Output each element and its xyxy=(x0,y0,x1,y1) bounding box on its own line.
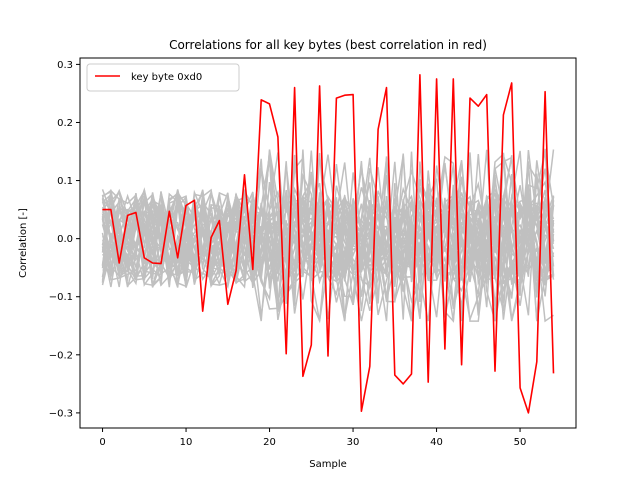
y-tick-label: 0.2 xyxy=(57,118,73,129)
legend-label: key byte 0xd0 xyxy=(131,72,202,83)
x-tick-label: 40 xyxy=(430,437,443,448)
series-line-key-byte xyxy=(102,74,555,414)
background-series-line xyxy=(101,155,555,296)
background-series-line xyxy=(101,152,555,291)
y-tick-label: −0.2 xyxy=(49,350,73,361)
x-tick-label: 20 xyxy=(263,437,276,448)
background-series-line xyxy=(101,165,555,322)
chart-title: Correlations for all key bytes (best cor… xyxy=(169,38,487,52)
y-tick-label: 0.1 xyxy=(57,176,73,187)
background-series-line xyxy=(101,152,555,297)
x-axis-label: Sample xyxy=(309,459,347,470)
y-axis-label: Correlation [-] xyxy=(18,208,29,278)
highlight-series-group xyxy=(102,74,555,414)
y-tick-label: 0.0 xyxy=(57,234,73,245)
legend-box xyxy=(86,63,240,92)
y-axis-ticks: −0.3 −0.2 −0.1 0.0 0.1 0.2 0.3 xyxy=(49,60,80,419)
background-series-line xyxy=(101,172,554,322)
background-series-line xyxy=(102,150,555,322)
legend: key byte 0xd0 xyxy=(86,63,240,92)
x-tick-label: 0 xyxy=(99,437,105,448)
x-tick-label: 10 xyxy=(180,437,193,448)
plot-frame xyxy=(79,57,577,429)
x-axis-ticks: 0 10 20 30 40 50 xyxy=(99,428,526,448)
y-tick-label: 0.3 xyxy=(57,60,73,71)
y-tick-label: −0.3 xyxy=(49,408,73,419)
background-series-group xyxy=(101,148,555,324)
background-series-line xyxy=(101,149,555,288)
x-tick-label: 50 xyxy=(514,437,527,448)
background-series-line xyxy=(101,174,555,322)
y-tick-label: −0.1 xyxy=(49,292,73,303)
x-tick-label: 30 xyxy=(347,437,360,448)
background-series-line xyxy=(101,185,555,322)
